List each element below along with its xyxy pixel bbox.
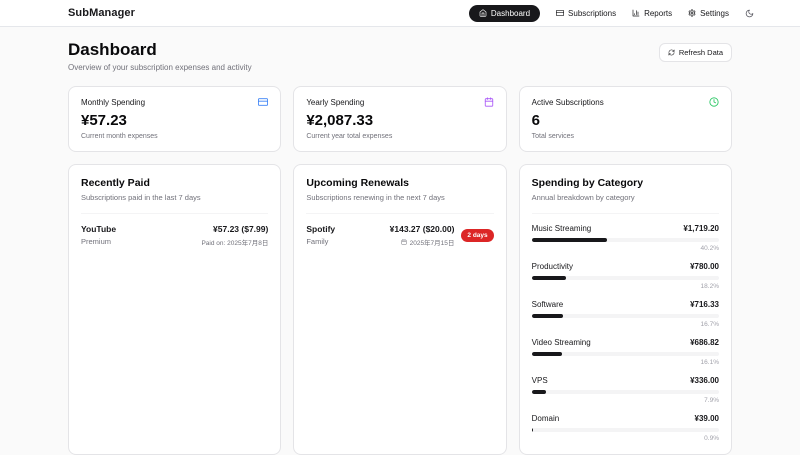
category-row: Video Streaming ¥686.82 16.1% [531,328,719,366]
service-plan: Family [306,237,329,246]
category-progress-fill [531,276,566,280]
card-title: Recently Paid [81,177,150,189]
payment-amount: ¥57.23 ($7.99) [213,224,269,234]
category-amount: ¥716.33 [690,300,719,309]
category-percent: 40.2% [700,245,719,252]
category-percent: 18.2% [700,283,719,290]
renewal-amount: ¥143.27 ($20.00) [389,224,455,234]
stat-card-yearly-spending: Yearly Spending ¥2,087.33 Current year t… [293,86,507,152]
category-progress-fill [531,352,562,356]
stat-label: Monthly Spending [81,97,146,107]
category-amount: ¥1,719.20 [683,224,719,233]
category-row: VPS ¥336.00 7.9% [531,366,719,404]
stat-label: Active Subscriptions [531,97,604,107]
card-subtitle: Subscriptions renewing in the next 7 day… [306,193,445,202]
category-name: VPS [531,376,548,385]
spending-by-category-card: Spending by Category Annual breakdown by… [518,164,732,455]
nav-item-settings[interactable]: Settings [688,9,729,18]
stat-caption: Total services [531,133,575,140]
service-plan: Premium [81,237,112,246]
category-progress-fill [531,390,547,394]
detail-cards-row: Recently Paid Subscriptions paid in the … [68,164,732,455]
category-progress-bar [531,314,719,318]
stat-label: Yearly Spending [306,97,365,107]
nav-label: Subscriptions [568,8,617,18]
category-progress-bar [531,238,719,242]
moon-icon [745,9,754,17]
credit-card-icon [556,10,565,16]
category-name: Domain [531,414,560,423]
renewal-date: 2025年7月15日 [390,237,455,247]
stat-value: 6 [531,112,540,129]
service-name: Spotify [306,224,336,234]
card-subtitle: Subscriptions paid in the last 7 days [81,193,201,202]
category-row: Music Streaming ¥1,719.20 40.2% [531,214,719,252]
stat-value: ¥57.23 [81,112,127,129]
stats-row: Monthly Spending ¥57.23 Current month ex… [68,86,732,152]
nav-item-dashboard[interactable]: Dashboard [468,4,541,22]
category-name: Productivity [531,262,574,271]
nav-menu: Dashboard Subscriptions Reports Settings [468,4,754,22]
stat-caption: Current month expenses [81,133,158,140]
gear-icon [688,9,696,17]
category-row: Productivity ¥780.00 18.2% [531,252,719,290]
category-amount: ¥780.00 [690,262,719,271]
category-percent: 16.1% [700,359,719,366]
card-title: Spending by Category [531,177,644,189]
category-amount: ¥686.82 [690,338,719,347]
renewal-date-text: 2025年7月15日 [409,240,455,247]
recently-paid-card: Recently Paid Subscriptions paid in the … [68,164,282,455]
stat-card-active-subscriptions: Active Subscriptions 6 Total services [518,86,732,152]
days-left-badge: 2 days [461,229,494,242]
refresh-icon [668,49,675,56]
page-subtitle: Overview of your subscription expenses a… [68,63,252,72]
stat-card-monthly-spending: Monthly Spending ¥57.23 Current month ex… [68,86,282,152]
upcoming-renewal-row[interactable]: Spotify Family ¥143.27 ($20.00) 2025年7月1… [306,214,494,247]
category-percent: 16.7% [700,321,719,328]
nav-item-subscriptions[interactable]: Subscriptions [556,9,616,18]
category-progress-fill [531,428,534,432]
bar-chart-icon [632,9,640,17]
category-name: Software [531,300,564,309]
category-row: Software ¥716.33 16.7% [531,290,719,328]
main-content: Dashboard Overview of your subscription … [0,27,800,455]
category-progress-bar [531,390,719,394]
nav-label: Dashboard [490,8,531,18]
category-row: Domain ¥39.00 0.9% [531,404,719,442]
brand-logo: SubManager [68,7,136,19]
category-progress-bar [531,352,719,356]
recently-paid-row[interactable]: YouTube Premium ¥57.23 ($7.99) Paid on: … [81,214,268,247]
stat-value: ¥2,087.33 [306,112,374,129]
stat-caption: Current year total expenses [306,133,393,140]
card-title: Upcoming Renewals [306,177,410,189]
credit-card-icon [258,98,269,106]
nav-label: Settings [700,8,729,18]
category-progress-fill [531,238,607,242]
category-percent: 0.9% [704,435,719,442]
card-subtitle: Annual breakdown by category [531,193,635,202]
nav-item-reports[interactable]: Reports [632,9,672,18]
service-name: YouTube [81,224,117,234]
category-name: Video Streaming [531,338,591,347]
category-progress-bar [531,428,719,432]
category-progress-bar [531,276,719,280]
page-header: Dashboard Overview of your subscription … [68,40,732,72]
clock-icon [709,97,719,107]
home-icon [479,9,487,17]
category-percent: 7.9% [704,397,719,404]
top-nav: SubManager Dashboard Subscriptions Repor… [0,0,800,27]
upcoming-renewals-card: Upcoming Renewals Subscriptions renewing… [293,164,507,455]
calendar-icon [401,239,407,245]
theme-toggle-button[interactable] [745,9,754,18]
refresh-label: Refresh Data [678,48,723,57]
nav-label: Reports [644,8,673,18]
category-progress-fill [531,314,563,318]
category-amount: ¥39.00 [694,414,719,423]
refresh-data-button[interactable]: Refresh Data [658,43,732,62]
calendar-icon [484,97,493,107]
payment-date: Paid on: 2025年7月8日 [201,240,269,247]
category-name: Music Streaming [531,224,592,233]
page-title: Dashboard [68,40,157,59]
category-amount: ¥336.00 [690,376,719,385]
